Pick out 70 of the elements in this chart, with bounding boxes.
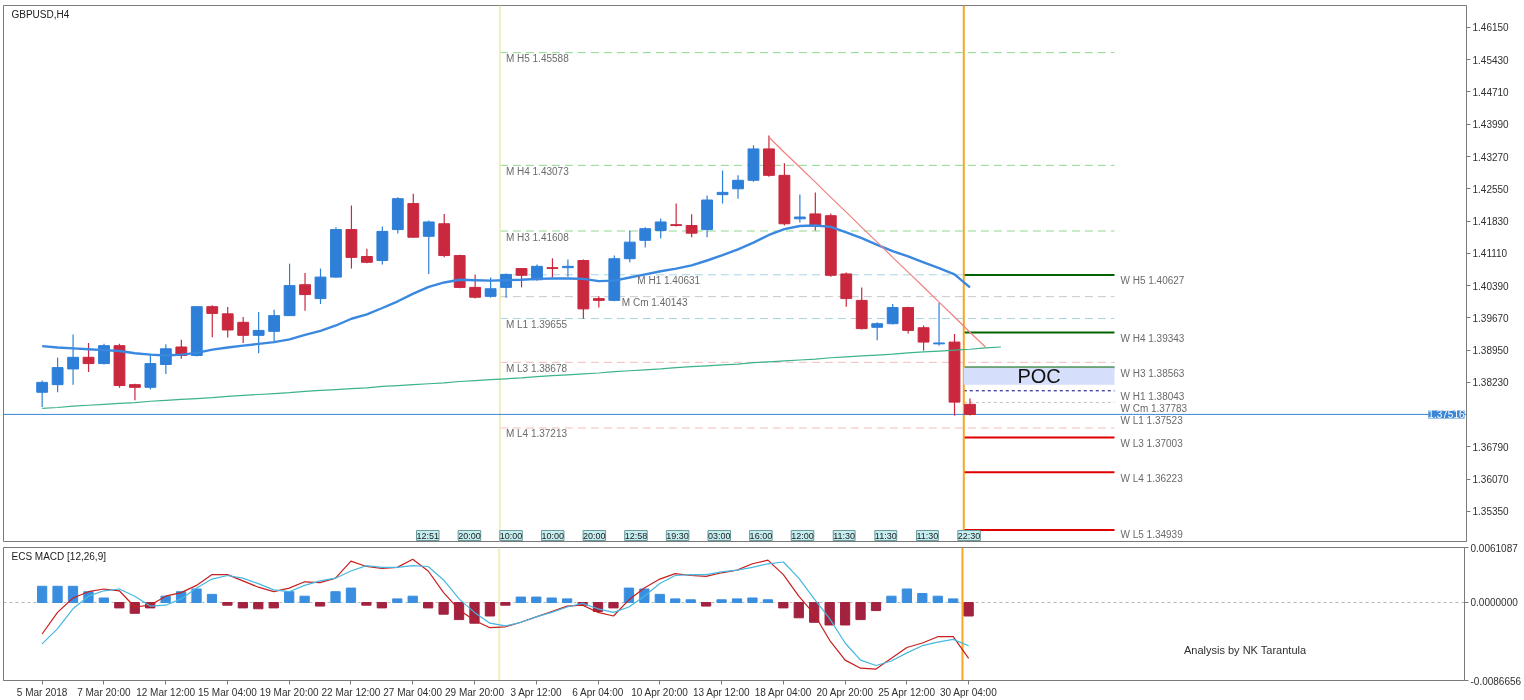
y-tick-label: 1.41110 (1472, 248, 1508, 260)
annotation: 10:00 (541, 530, 564, 541)
ref-line-label: W L5 1.34939 (1120, 528, 1184, 540)
ref-line-label: M H4 1.43073 (505, 165, 570, 177)
y-tick-label: 1.36790 (1472, 441, 1510, 453)
ref-line-label: M L3 1.38678 (505, 362, 568, 374)
y-tick-label: -0.0086656 (1470, 675, 1522, 687)
x-tick-label: 15 Mar 04:00 (197, 686, 258, 698)
ref-line-label: M H3 1.41608 (505, 231, 570, 243)
x-tick-label: 25 Apr 12:00 (878, 686, 936, 698)
annotation: W L1 1.37523 (1120, 414, 1184, 426)
x-tick-label: 12 Mar 12:00 (136, 686, 196, 698)
ref-line-label: W H5 1.40627 (1120, 275, 1185, 287)
ref-line-label: W L3 1.37003 (1120, 437, 1184, 449)
ref-line-label: 1.37516 (1428, 409, 1465, 421)
annotation: 20:00 (583, 530, 606, 541)
ref-line-label: M H1 1.40631 (637, 275, 701, 287)
y-tick-label: 1.38950 (1472, 345, 1510, 357)
annotation: 03:00 (707, 530, 731, 541)
text: Analysis by NK Tarantula (1183, 643, 1307, 656)
ref-line-label: W H1 1.38043 (1120, 391, 1185, 403)
x-tick-label: 30 Apr 04:00 (940, 686, 998, 698)
annotation: 12:58 (624, 530, 648, 541)
annotation: 12:00 (791, 530, 814, 541)
y-tick-label: 1.42550 (1472, 183, 1510, 195)
x-tick-label: 19 Mar 20:00 (259, 686, 320, 698)
y-tick-label: 1.41830 (1472, 216, 1510, 228)
ref-line-label: W H3 1.38563 (1120, 367, 1185, 379)
x-tick-label: 13 Apr 12:00 (692, 686, 751, 698)
band-label: POC (1017, 365, 1061, 388)
y-tick-label: 0.0000000 (1470, 597, 1519, 609)
annotation: 11:30 (916, 530, 939, 541)
x-tick-label: 10 Apr 20:00 (631, 686, 689, 698)
y-tick-label: 1.43990 (1472, 119, 1510, 131)
y-tick-label: 1.46150 (1472, 22, 1510, 34)
y-tick-label: 1.39670 (1472, 312, 1510, 324)
x-tick-label: 6 Apr 04:00 (572, 686, 624, 698)
annotation: 22:30 (957, 530, 981, 541)
annotation: 11:30 (833, 530, 856, 541)
ref-line-label: W L4 1.36223 (1120, 472, 1184, 484)
chart-title: GBPUSD,H4 (11, 8, 70, 20)
x-tick-label: 3 Apr 12:00 (510, 686, 562, 698)
annotation: 10:00 (499, 530, 523, 541)
y-tick-label: 1.44710 (1472, 86, 1510, 98)
chart-title: ECS MACD [12,26,9] (11, 550, 107, 562)
ref-line-label: M H5 1.45588 (505, 53, 570, 65)
ref-line-label: M L1 1.39655 (505, 319, 568, 331)
annotation: 19:30 (666, 530, 689, 541)
y-tick-label: 1.40390 (1472, 280, 1510, 292)
annotation: 11:30 (874, 530, 897, 541)
ref-line-label: M Cm 1.40143 (621, 297, 688, 309)
y-tick-label: 1.35350 (1472, 506, 1510, 518)
ref-line-label: W Cm 1.37783 (1120, 402, 1188, 414)
x-tick-label: 20 Apr 20:00 (816, 686, 874, 698)
x-tick-label: 27 Mar 04:00 (383, 686, 443, 698)
y-tick-label: 1.36070 (1472, 474, 1510, 486)
x-tick-label: 22 Mar 12:00 (321, 686, 381, 698)
annotation: 20:00 (458, 530, 481, 541)
x-tick-label: 7 Mar 20:00 (77, 686, 131, 698)
annotation: 16:00 (749, 530, 773, 541)
x-tick-label: 29 Mar 20:00 (445, 686, 505, 698)
y-tick-label: 1.38230 (1472, 377, 1510, 389)
x-tick-label: 18 Apr 04:00 (754, 686, 812, 698)
ref-line-label: M L4 1.37213 (505, 428, 568, 440)
ref-line-label: W H4 1.39343 (1120, 333, 1185, 345)
y-tick-label: 1.43270 (1472, 151, 1510, 163)
x-tick-label: 5 Mar 2018 (16, 686, 68, 698)
annotation: 12:51 (416, 530, 440, 541)
y-tick-label: 1.45430 (1472, 54, 1510, 66)
y-tick-label: 0.0061087 (1470, 542, 1519, 554)
